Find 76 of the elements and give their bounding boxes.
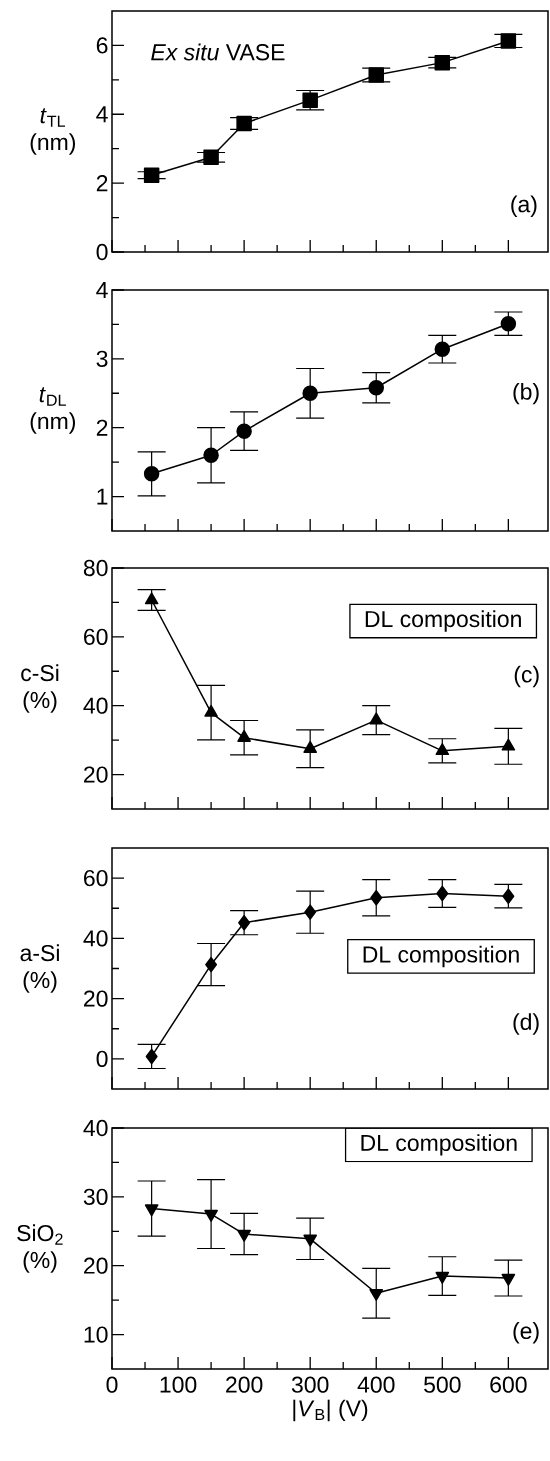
point — [303, 1234, 317, 1247]
annotation: DL composition — [365, 610, 521, 632]
y-axis-title: SiO$_{2}$ (%) — [17, 1224, 63, 1273]
x-tick-label: 400 — [357, 1376, 395, 1393]
point — [500, 33, 517, 49]
annotation: DL composition — [361, 1134, 517, 1156]
y-tick-label: 3 — [96, 350, 108, 367]
x-tick-label: 500 — [424, 1376, 461, 1393]
annotation: DL composition — [363, 945, 519, 968]
point — [143, 167, 160, 183]
y-tick-label: 0 — [96, 243, 108, 261]
point — [203, 447, 219, 463]
point — [302, 385, 318, 402]
point — [237, 729, 251, 742]
x-tick-label: 600 — [490, 1376, 527, 1393]
point — [204, 704, 218, 717]
point — [500, 315, 517, 332]
point — [436, 885, 449, 902]
y-tick-label: 60 — [84, 869, 108, 887]
annotation: (d) — [513, 1013, 539, 1035]
y-tick-label: 40 — [83, 1119, 108, 1137]
point — [302, 92, 318, 108]
y-axis-title: a-Si (%) — [20, 944, 59, 993]
y-tick-label: 10 — [84, 1326, 108, 1343]
x-tick-label: 200 — [226, 1376, 263, 1393]
point — [368, 67, 384, 83]
annotation: Ex situ VASE — [151, 43, 285, 61]
point — [236, 423, 252, 439]
point — [502, 888, 515, 904]
x-axis-title: |V$_{B}$| (V) — [293, 1399, 368, 1422]
y-tick-label: 0 — [96, 1050, 108, 1067]
annotation: (a) — [511, 195, 537, 217]
point — [434, 341, 451, 357]
point — [370, 889, 383, 906]
point — [238, 914, 251, 931]
y-tick-label: 20 — [84, 1257, 108, 1274]
y-tick-label: 6 — [96, 37, 108, 54]
y-tick-label: 4 — [96, 282, 108, 298]
point — [236, 115, 252, 132]
y-tick-label: 20 — [84, 990, 108, 1007]
annotation: (e) — [513, 1322, 539, 1344]
y-tick-label: 40 — [83, 930, 108, 947]
point — [304, 904, 317, 920]
y-tick-label: 2 — [96, 419, 108, 436]
annotation: (c) — [514, 665, 539, 688]
point — [144, 1204, 159, 1217]
y-tick-label: 40 — [83, 697, 108, 714]
point — [303, 740, 317, 753]
annotation: (b) — [513, 382, 539, 405]
point — [369, 1289, 384, 1301]
y-tick-label: 60 — [84, 628, 108, 645]
y-tick-label: 2 — [96, 175, 108, 192]
point — [144, 592, 159, 605]
point — [369, 712, 384, 725]
y-tick-label: 80 — [83, 559, 108, 577]
point — [434, 54, 451, 71]
point — [143, 466, 160, 482]
y-axis-title: c-Si (%) — [21, 664, 59, 713]
point — [203, 149, 219, 166]
point — [368, 380, 384, 396]
point — [435, 743, 450, 756]
point — [145, 1048, 158, 1065]
x-tick-label: 300 — [291, 1376, 329, 1393]
y-tick-label: 20 — [84, 766, 108, 783]
point — [501, 1273, 516, 1286]
point — [204, 1209, 218, 1222]
point — [435, 1271, 450, 1284]
point — [205, 956, 218, 973]
y-tick-label: 4 — [96, 106, 108, 123]
y-axis-title: t$_{DL}$ (nm) — [30, 387, 76, 434]
x-tick-label: 100 — [160, 1376, 197, 1393]
point — [501, 738, 516, 751]
y-axis-title: t$_{TL}$ (nm) — [30, 108, 76, 155]
point — [237, 1229, 251, 1242]
y-tick-label: 30 — [83, 1188, 108, 1205]
y-tick-label: 1 — [97, 488, 108, 505]
